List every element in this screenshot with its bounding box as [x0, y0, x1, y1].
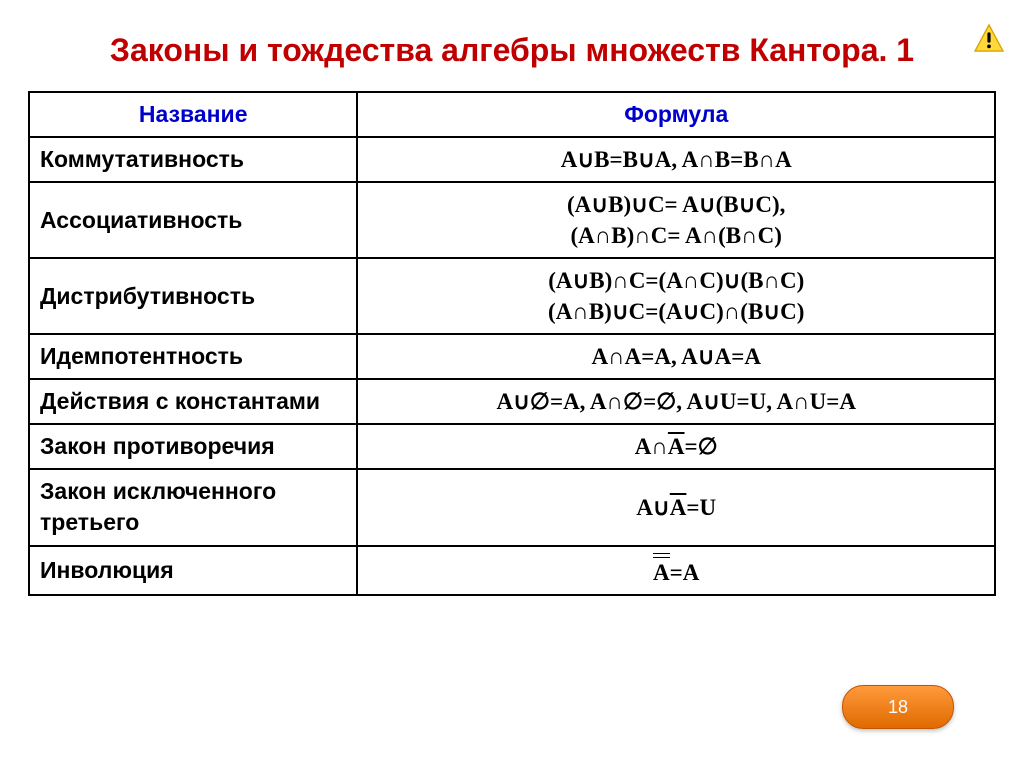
- law-formula: A∩A=A, A∪A=A: [357, 334, 995, 379]
- col-header-formula: Формула: [357, 92, 995, 137]
- law-formula: A∪A=U: [357, 469, 995, 545]
- laws-table-body: КоммутативностьA∪B=B∪A, A∩B=B∩AАссоциати…: [29, 137, 995, 595]
- law-formula: A∩A=∅: [357, 424, 995, 469]
- law-formula: A=A: [357, 546, 995, 595]
- table-header-row: Название Формула: [29, 92, 995, 137]
- law-name: Закон противоречия: [29, 424, 357, 469]
- table-row: КоммутативностьA∪B=B∪A, A∩B=B∩A: [29, 137, 995, 182]
- law-formula: A∪∅=A, A∩∅=∅, A∪U=U, A∩U=A: [357, 379, 995, 424]
- law-name: Коммутативность: [29, 137, 357, 182]
- law-name: Инволюция: [29, 546, 357, 595]
- table-row: Действия с константамиA∪∅=A, A∩∅=∅, A∪U=…: [29, 379, 995, 424]
- page-number-badge: 18: [842, 685, 954, 729]
- warning-icon: [974, 24, 1004, 52]
- law-formula: (A∪B)∪C= A∪(B∪C),(A∩B)∩C= A∩(B∩C): [357, 182, 995, 258]
- col-header-name: Название: [29, 92, 357, 137]
- table-row: ИнволюцияA=A: [29, 546, 995, 595]
- law-name: Действия с константами: [29, 379, 357, 424]
- table-row: Ассоциативность(A∪B)∪C= A∪(B∪C),(A∩B)∩C=…: [29, 182, 995, 258]
- table-row: ИдемпотентностьA∩A=A, A∪A=A: [29, 334, 995, 379]
- law-name: Ассоциативность: [29, 182, 357, 258]
- law-formula: A∪B=B∪A, A∩B=B∩A: [357, 137, 995, 182]
- table-row: Закон противоречияA∩A=∅: [29, 424, 995, 469]
- page-title: Законы и тождества алгебры множеств Кант…: [28, 32, 996, 69]
- law-formula: (A∪B)∩C=(A∩C)∪(B∩C)(A∩B)∪C=(A∪C)∩(B∪C): [357, 258, 995, 334]
- table-row: Дистрибутивность(A∪B)∩C=(A∩C)∪(B∩C)(A∩B)…: [29, 258, 995, 334]
- law-name: Закон исключенного третьего: [29, 469, 357, 545]
- slide: Законы и тождества алгебры множеств Кант…: [0, 0, 1024, 767]
- page-number: 18: [888, 697, 908, 718]
- table-row: Закон исключенного третьегоA∪A=U: [29, 469, 995, 545]
- laws-table: Название Формула КоммутативностьA∪B=B∪A,…: [28, 91, 996, 596]
- law-name: Идемпотентность: [29, 334, 357, 379]
- law-name: Дистрибутивность: [29, 258, 357, 334]
